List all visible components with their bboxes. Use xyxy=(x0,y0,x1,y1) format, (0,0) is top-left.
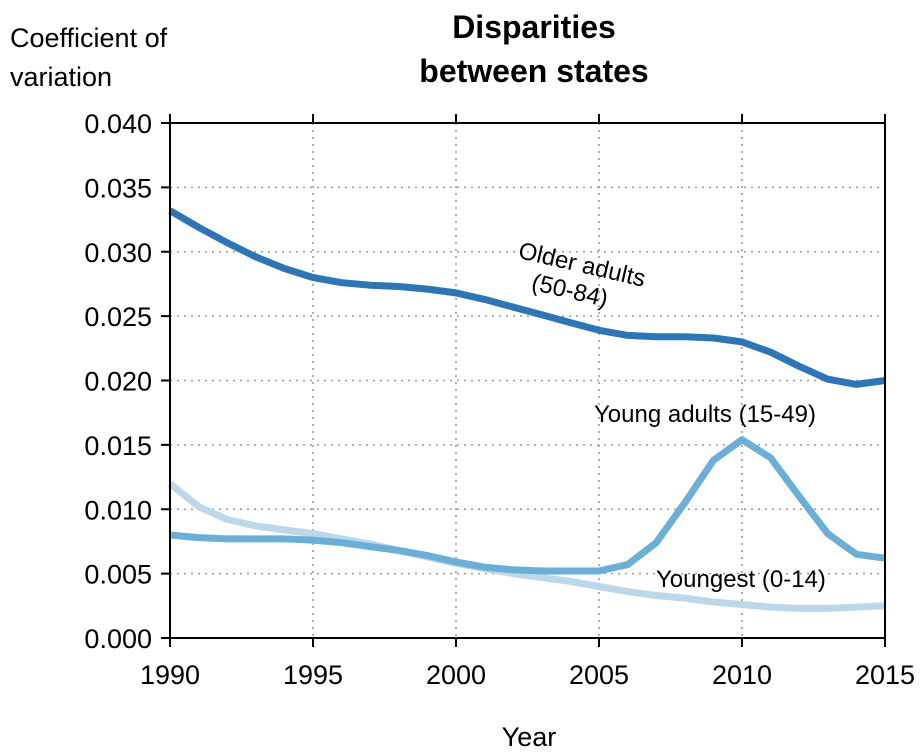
x-axis-label: Year xyxy=(502,722,557,752)
grid-layer xyxy=(170,123,885,638)
y-tick-label: 0.035 xyxy=(84,173,152,203)
youngest-label: Youngest (0-14) xyxy=(656,566,826,593)
x-tick-label: 2005 xyxy=(569,660,629,690)
x-tick-label: 2000 xyxy=(426,660,486,690)
chart-title-line-1: Disparities xyxy=(452,9,616,45)
x-tick-label: 2015 xyxy=(855,660,915,690)
young-adults-line xyxy=(169,436,886,575)
y-tick-label: 0.025 xyxy=(84,302,152,332)
series-layer xyxy=(167,207,886,612)
x-tick-label: 2010 xyxy=(712,660,772,690)
older-adults-label: Older adults (50-84) xyxy=(516,237,648,312)
y-tick-label: 0.030 xyxy=(84,238,152,268)
older-adults-line xyxy=(168,207,886,388)
y-tick-label: 0.020 xyxy=(84,367,152,397)
tick-layer: 1990 1995 2000 2005 2010 2015 0.000 0.005 0.010 0… xyxy=(84,109,915,690)
x-tick-label: 1990 xyxy=(140,660,200,690)
x-tick-label: 1995 xyxy=(283,660,343,690)
y-tick-label: 0.000 xyxy=(84,624,152,654)
y-tick-label: 0.015 xyxy=(84,431,152,461)
y-axis-label-line-1: Coefficient of xyxy=(10,23,168,53)
y-tick-label: 0.005 xyxy=(84,560,152,590)
y-tick-label: 0.040 xyxy=(84,109,152,139)
young-adults-label: Young adults (15-49) xyxy=(594,401,816,428)
y-axis-label-line-2: variation xyxy=(10,62,112,92)
chart-title-line-2: between states xyxy=(419,53,648,89)
y-tick-label: 0.010 xyxy=(84,495,152,525)
youngest-line xyxy=(167,480,886,612)
